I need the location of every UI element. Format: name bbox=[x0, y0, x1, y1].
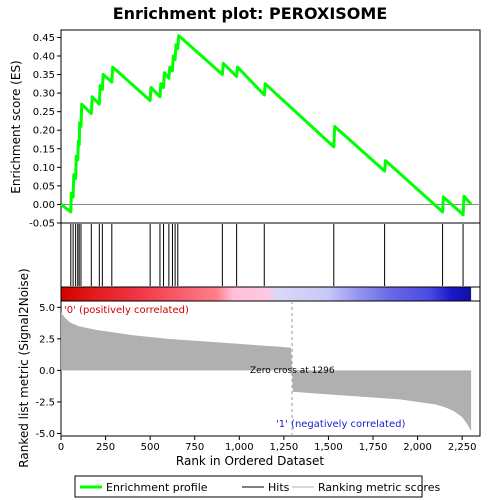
x-tick-label: 250 bbox=[96, 442, 115, 453]
metric-y-tick-label: -5.0 bbox=[35, 429, 55, 440]
zero-cross-label: Zero cross at 1296 bbox=[250, 366, 335, 376]
metric-y-tick-label: 2.5 bbox=[39, 334, 55, 345]
hits-panel bbox=[60, 222, 481, 302]
es-plot-frame bbox=[60, 29, 481, 224]
enrichment-profile-line bbox=[60, 34, 473, 217]
es-y-axis: -0.05 0.00 0.05 0.10 0.15 0.20 0.25 0.30 0.35 0.4… bbox=[29, 33, 61, 230]
chart-title: Enrichment plot: PEROXISOME bbox=[113, 4, 388, 23]
es-y-tick-label: 0.20 bbox=[33, 126, 55, 137]
negative-correlation-label: '1' (negatively correlated) bbox=[276, 419, 405, 430]
legend-label: Ranking metric scores bbox=[318, 481, 440, 494]
es-y-tick-label: 0.45 bbox=[33, 33, 55, 44]
hit-lines bbox=[70, 224, 464, 286]
es-y-tick-label: 0.30 bbox=[33, 89, 55, 100]
hits-frame bbox=[60, 222, 481, 288]
x-tick-label: 2,250 bbox=[448, 442, 477, 453]
ranking-metric-area bbox=[61, 312, 472, 431]
enrichment-score-panel: -0.05 0.00 0.05 0.10 0.15 0.20 0.25 0.30 0.35 0.4… bbox=[9, 29, 481, 230]
metric-y-tick-label: 0.0 bbox=[39, 366, 55, 377]
es-y-tick-label: -0.05 bbox=[29, 219, 55, 230]
x-tick-label: 500 bbox=[141, 442, 160, 453]
metric-y-tick-label: 5.0 bbox=[39, 303, 55, 314]
es-y-tick-label: 0.10 bbox=[33, 163, 55, 174]
x-tick-label: 1,750 bbox=[359, 442, 388, 453]
positive-correlation-label: '0' (positively correlated) bbox=[64, 305, 189, 316]
ranking-colorbar bbox=[61, 287, 472, 301]
legend-label: Hits bbox=[268, 481, 290, 494]
legend-label: Enrichment profile bbox=[106, 481, 208, 494]
x-tick-label: 1,000 bbox=[225, 442, 254, 453]
x-tick-label: 1,250 bbox=[270, 442, 299, 453]
es-y-tick-label: 0.05 bbox=[33, 181, 55, 192]
x-tick-label: 1,500 bbox=[314, 442, 343, 453]
es-y-tick-label: 0.25 bbox=[33, 107, 55, 118]
metric-y-axis: -5.0 -2.5 0.0 2.5 5.0 bbox=[35, 303, 61, 440]
es-y-axis-label: Enrichment score (ES) bbox=[9, 60, 23, 193]
x-axis-label: Rank in Ordered Dataset bbox=[176, 454, 324, 468]
es-y-tick-label: 0.15 bbox=[33, 144, 55, 155]
x-tick-label: 0 bbox=[58, 442, 64, 453]
x-axis: 0 250 500 750 1,000 1,250 1,500 1,750 2,000 2,250 bbox=[58, 436, 477, 453]
x-tick-label: 750 bbox=[185, 442, 204, 453]
es-y-tick-label: 0.35 bbox=[33, 70, 55, 81]
es-y-tick-label: 0.00 bbox=[33, 200, 55, 211]
ranked-metric-panel: -5.0 -2.5 0.0 2.5 5.0 '0' (positively correl… bbox=[17, 268, 481, 468]
legend-items: Enrichment profile Hits Ranking metric sco… bbox=[80, 481, 440, 494]
legend: Enrichment profile Hits Ranking metric sco… bbox=[74, 475, 440, 498]
x-tick-label: 2,000 bbox=[403, 442, 432, 453]
metric-y-tick-label: -2.5 bbox=[35, 397, 55, 408]
metric-y-axis-label: Ranked list metric (Signal2Noise) bbox=[17, 268, 31, 467]
es-y-tick-label: 0.40 bbox=[33, 51, 55, 62]
